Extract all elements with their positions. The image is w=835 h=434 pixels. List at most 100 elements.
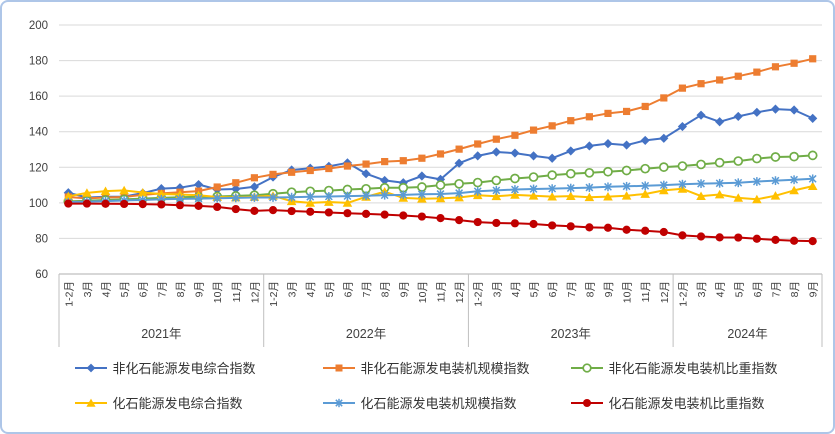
- marker-square: [678, 84, 687, 92]
- marker-circle: [771, 235, 780, 244]
- marker-circle: [585, 223, 594, 232]
- x-axis-month-label: 8月: [584, 281, 596, 297]
- x-axis-month-label: 6月: [138, 281, 150, 297]
- marker-diamond: [547, 153, 557, 163]
- marker-square: [529, 126, 538, 134]
- x-axis-month-label: 3月: [696, 281, 708, 297]
- marker-triangle: [603, 192, 613, 201]
- marker-square: [716, 76, 724, 84]
- marker-asterisk: [697, 179, 705, 189]
- y-axis-tick-label: 60: [35, 269, 48, 281]
- x-axis-month-label: 9月: [808, 281, 820, 297]
- marker-circle: [101, 199, 110, 208]
- marker-circle-open: [454, 178, 464, 189]
- y-axis-tick-label: 180: [29, 56, 48, 68]
- x-axis-month-label: 6月: [342, 281, 354, 297]
- marker-circle-open: [621, 165, 632, 176]
- marker-asterisk: [752, 177, 761, 186]
- marker-circle: [213, 202, 222, 212]
- marker-triangle: [324, 197, 334, 206]
- marker-square: [213, 183, 221, 191]
- y-axis-tick-label: 80: [35, 233, 48, 245]
- marker-circle: [138, 200, 147, 209]
- marker-diamond: [584, 141, 594, 151]
- marker-circle: [361, 209, 371, 218]
- marker-circle: [82, 199, 92, 208]
- marker-square: [269, 170, 277, 178]
- marker-diamond: [491, 147, 501, 157]
- marker-asterisk: [585, 183, 594, 192]
- chart-legend: 非化石能源发电综合指数 非化石能源发电装机规模指数 非化石能源发电装机比重指数 化石能…: [2, 358, 833, 412]
- marker-asterisk: [362, 191, 370, 201]
- marker-triangle: [789, 185, 799, 195]
- marker-circle: [399, 211, 408, 220]
- marker-triangle: [659, 185, 669, 195]
- marker-circle-open: [584, 167, 595, 178]
- marker-circle: [455, 216, 464, 225]
- marker-diamond: [566, 146, 576, 156]
- marker-circle: [194, 201, 203, 210]
- marker-circle: [510, 219, 520, 228]
- marker-asterisk: [473, 186, 482, 196]
- x-axis-year-label: 2022年: [346, 327, 386, 341]
- marker-diamond: [454, 158, 464, 168]
- marker-asterisk: [250, 193, 259, 202]
- x-axis-month-label: 4月: [101, 281, 113, 297]
- marker-circle-open: [807, 150, 818, 161]
- marker-circle-open: [714, 157, 725, 168]
- marker-circle: [436, 214, 445, 223]
- x-axis-month-label: 5月: [119, 281, 131, 297]
- x-axis-month-label: 9月: [194, 281, 206, 297]
- marker-asterisk: [492, 186, 501, 195]
- marker-circle: [120, 199, 129, 209]
- marker-asterisk: [380, 190, 389, 200]
- marker-square: [455, 145, 463, 153]
- marker-diamond: [510, 148, 520, 158]
- marker-diamond: [677, 121, 688, 132]
- marker-circle: [659, 227, 668, 237]
- marker-asterisk: [455, 188, 464, 198]
- marker-circle: [789, 236, 799, 245]
- x-axis-month-label: 7月: [156, 281, 168, 297]
- marker-circle: [380, 210, 389, 219]
- line-chart: 60 80 100 120 140 160 180 200 1-2月 3月 4月 5月 6月 7月 8月 9月…: [29, 20, 823, 347]
- marker-circle: [548, 221, 557, 230]
- marker-circle-open: [547, 170, 558, 180]
- marker-diamond: [715, 117, 725, 127]
- marker-asterisk: [808, 174, 817, 184]
- marker-circle-open: [752, 153, 762, 164]
- marker-diamond: [417, 171, 427, 181]
- marker-circle: [268, 206, 278, 215]
- marker-diamond: [696, 110, 706, 120]
- marker-triangle: [547, 192, 557, 201]
- marker-asterisk: [734, 178, 743, 188]
- x-axis-month-label: 9月: [603, 281, 615, 297]
- marker-circle: [324, 208, 333, 217]
- marker-triangle: [305, 198, 316, 207]
- marker-asterisk: [659, 180, 668, 190]
- x-axis-month-label: 7月: [566, 281, 578, 297]
- marker-square: [288, 168, 296, 176]
- x-axis-month-label: 12月: [659, 281, 671, 303]
- x-axis-month-label: 5月: [733, 281, 745, 297]
- marker-diamond: [193, 179, 204, 190]
- marker-square: [399, 157, 407, 165]
- marker-diamond: [603, 139, 613, 149]
- marker-asterisk: [436, 189, 445, 199]
- marker-diamond: [361, 169, 371, 179]
- marker-square: [511, 131, 519, 139]
- x-axis-month-label: 1-2月: [63, 281, 75, 307]
- marker-asterisk: [417, 189, 426, 199]
- marker-triangle: [491, 191, 502, 201]
- marker-circle: [492, 218, 501, 228]
- y-axis-tick-label: 200: [29, 20, 48, 32]
- marker-square: [362, 160, 370, 168]
- marker-circle: [175, 201, 185, 210]
- x-axis-month-label: 11月: [436, 281, 448, 302]
- y-axis-tick-label: 100: [29, 198, 48, 210]
- marker-triangle: [770, 191, 781, 200]
- marker-circle: [343, 209, 352, 218]
- marker-circle-open: [603, 166, 613, 177]
- marker-circle: [64, 199, 73, 208]
- legend-marker-icon: [322, 364, 355, 371]
